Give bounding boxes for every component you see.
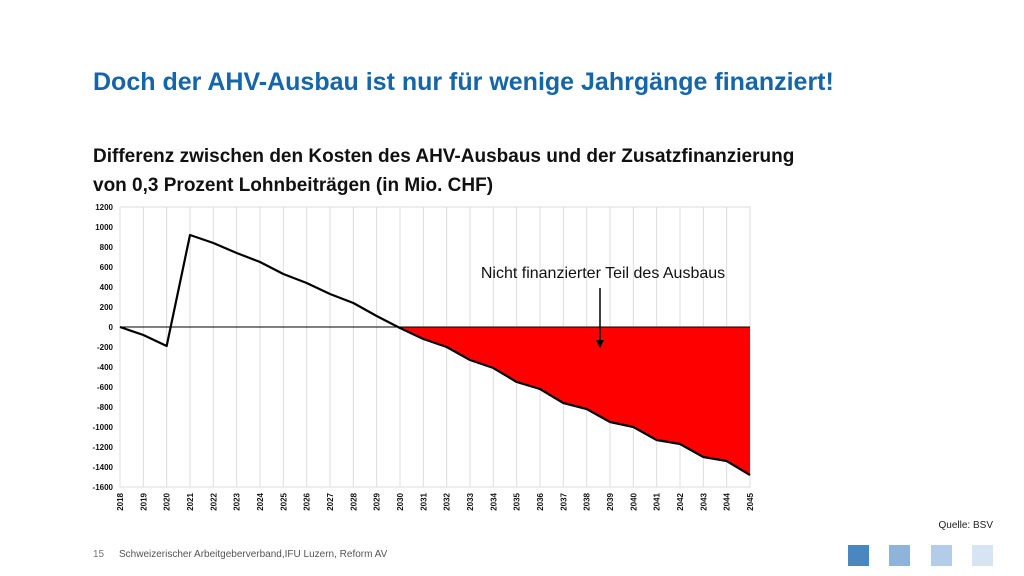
y-tick-label: -200	[97, 343, 114, 352]
x-tick-label: 2029	[373, 492, 382, 510]
y-tick-label: 0	[109, 323, 114, 332]
x-tick-label: 2042	[676, 492, 685, 510]
x-tick-label: 2043	[699, 492, 708, 510]
y-tick-label: -800	[97, 403, 114, 412]
y-tick-label: 400	[100, 283, 114, 292]
x-tick-label: 2039	[606, 492, 615, 510]
page-number: 15	[93, 549, 105, 560]
decor-square-2	[889, 545, 910, 566]
decor-square-3	[931, 545, 952, 566]
y-tick-label: 1200	[95, 203, 113, 212]
x-tick-label: 2020	[163, 492, 172, 510]
subtitle-line-2: von 0,3 Prozent Lohnbeiträgen (in Mio. C…	[93, 175, 494, 196]
x-tick-label: 2023	[233, 492, 242, 510]
x-tick-label: 2028	[349, 492, 358, 510]
x-tick-label: 2040	[629, 492, 638, 510]
x-tick-label: 2038	[583, 492, 592, 510]
x-tick-label: 2019	[139, 492, 148, 510]
x-tick-label: 2018	[116, 492, 125, 510]
y-tick-label: 600	[100, 263, 114, 272]
y-tick-label: 200	[100, 303, 114, 312]
x-tick-label: 2030	[396, 492, 405, 510]
y-tick-label: -1000	[93, 423, 114, 432]
x-tick-label: 2024	[256, 492, 265, 510]
x-tick-label: 2032	[443, 492, 452, 510]
x-tick-label: 2022	[209, 492, 218, 510]
x-tick-label: 2033	[466, 492, 475, 510]
x-tick-label: 2027	[326, 492, 335, 510]
x-tick-label: 2044	[723, 492, 732, 510]
decor-square-1	[848, 545, 869, 566]
annotation-label: Nicht finanzierter Teil des Ausbaus	[481, 265, 725, 282]
x-tick-label: 2045	[746, 492, 755, 510]
y-tick-label: 1000	[95, 223, 113, 232]
y-tick-label: -1400	[93, 463, 114, 472]
x-axis-ticks: 2018 2019 2020 2021 2022 2023 2024 2025 2026 2027…	[116, 492, 755, 510]
unfunded-area	[398, 327, 750, 475]
y-tick-label: 800	[100, 243, 114, 252]
slide-title: Doch der AHV-Ausbau ist nur für wenige J…	[93, 68, 834, 96]
y-axis-ticks: 1200 1000 800 600 400 200 0 -200 -400 -600 -800 -10…	[93, 203, 114, 492]
footer-text: Schweizerischer Arbeitgeberverband,IFU L…	[119, 549, 388, 560]
x-tick-label: 2031	[419, 492, 428, 510]
x-tick-label: 2021	[186, 492, 195, 510]
x-tick-label: 2041	[653, 492, 662, 510]
x-tick-label: 2035	[513, 492, 522, 510]
y-tick-label: -400	[97, 363, 114, 372]
annotation-arrow	[596, 288, 604, 348]
series-line	[119, 233, 751, 476]
subtitle-line-1: Differenz zwischen den Kosten des AHV-Au…	[93, 146, 795, 167]
x-tick-label: 2034	[489, 492, 498, 510]
x-tick-label: 2026	[303, 492, 312, 510]
x-tick-label: 2025	[279, 492, 288, 510]
y-tick-label: -600	[97, 383, 114, 392]
decor-square-4	[972, 545, 993, 566]
y-tick-label: -1600	[93, 483, 114, 492]
x-tick-label: 2036	[536, 492, 545, 510]
x-tick-label: 2037	[559, 492, 568, 510]
y-tick-label: -1200	[93, 443, 114, 452]
chart-subtitle: Differenz zwischen den Kosten des AHV-Au…	[93, 142, 794, 200]
source-note: Quelle: BSV	[938, 520, 993, 531]
